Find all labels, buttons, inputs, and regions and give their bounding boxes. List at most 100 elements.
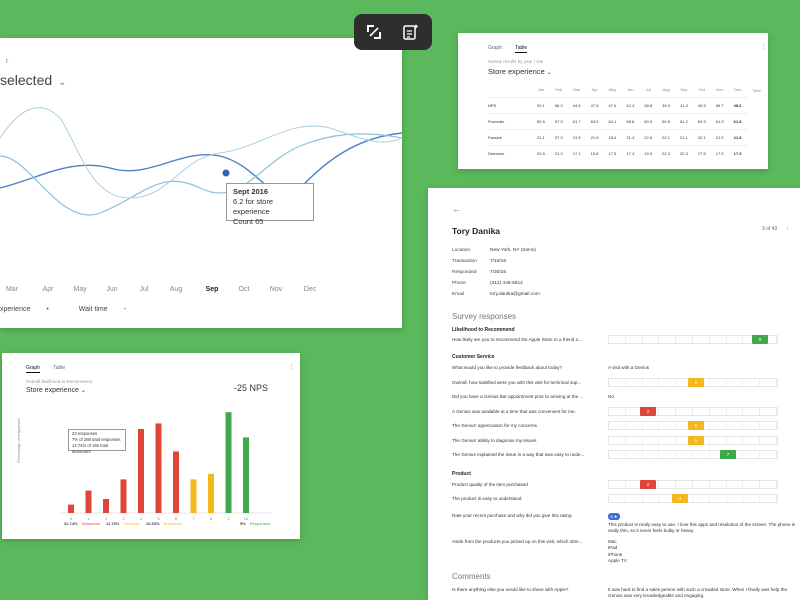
group-value: 32.74% (64, 521, 78, 526)
ai-note-icon[interactable] (400, 22, 420, 42)
tab-table[interactable]: Table (515, 45, 528, 53)
table-cell: 60.5 (657, 112, 675, 129)
table-cell: 61.2 (675, 112, 693, 129)
scale-cell (643, 422, 660, 429)
scale-cell (693, 481, 710, 488)
field-row: Transaction 7/19/16 (452, 259, 506, 264)
tab-table[interactable]: Table (53, 365, 66, 371)
bar-chart-plot: 0 1 2 3 4 5 6 7 8 9 10 (60, 412, 272, 521)
bar-2[interactable] (103, 499, 109, 513)
table-cell: 21.4 (621, 128, 640, 145)
back-arrow-icon[interactable]: ← (452, 204, 461, 214)
bar-7[interactable] (190, 479, 197, 513)
chevron-left-icon[interactable]: ‹ (786, 226, 789, 232)
scale-cell (626, 422, 643, 429)
field-value: 7/19/16 (490, 259, 507, 264)
legend-label: xperience (0, 306, 31, 313)
bar-9[interactable] (225, 412, 232, 513)
month-tick-label: May (73, 286, 87, 293)
bar-10[interactable] (243, 437, 249, 513)
bar-5[interactable] (155, 423, 162, 513)
field-row: Location New York, NY (SoHo) (452, 248, 536, 253)
table-header-row: Jan Feb Mar Apr May Jun Jul Aug Sep Oct Nov Dec Tota… (488, 83, 766, 97)
scale-cell (727, 422, 744, 429)
bar-8[interactable] (208, 473, 214, 513)
rating-pill: 9 (752, 335, 768, 344)
bar-chart-title[interactable]: Store experience ⌄ (26, 387, 86, 394)
scale-cell (626, 451, 643, 458)
table-cell: Promoter (488, 112, 532, 129)
group-label: Detractors (81, 521, 101, 526)
view-tabs: Graph Table (26, 365, 77, 373)
rating-scale (608, 406, 778, 416)
tab-graph[interactable]: Graph (488, 45, 502, 51)
question-text: The Genius explained the issue in a way … (452, 452, 585, 457)
table-cell: 21.2 (549, 144, 568, 161)
month-tick-label: Sep (205, 286, 219, 293)
bar-3[interactable] (120, 479, 127, 513)
scale-cell (727, 336, 744, 343)
group-value: 16.53% (146, 521, 160, 526)
column-header: Dec (734, 87, 742, 93)
bar-0[interactable] (68, 504, 74, 513)
field-value: 7/30/16 (490, 270, 507, 275)
floating-toolbar (354, 14, 432, 50)
table-cell: 22.3 (657, 144, 675, 161)
response-detail-card: ← 3 of 43 ‹ Tory Danika Location New York… (428, 188, 800, 600)
table-row: Passive 21.1 27.3 21.5 21.5 18.4 21.4 22.8 22.1 2… (488, 128, 766, 145)
scale-cell (727, 481, 744, 488)
scale-cell (710, 336, 727, 343)
column-header: Jun (627, 87, 634, 93)
group-label: Responses (249, 521, 270, 526)
rating-pill: 2 (640, 406, 656, 416)
line-chart-plot (0, 107, 402, 216)
more-icon[interactable]: ⋮ (760, 44, 767, 51)
answer-list-item: Apple TV (608, 558, 627, 564)
tab-graph[interactable]: Graph (26, 365, 40, 373)
table-row: NPS 39.1 56.2 44.6 47.5 47.6 42.4 38.8 39.3 41.3 4… (488, 96, 766, 113)
subsection-title: Customer Service (452, 354, 495, 360)
bar-chart-caption: Overall likelihood to Recommend (26, 379, 93, 384)
table-cell: 60.5 (639, 112, 658, 129)
table-cell: 22.8 (639, 128, 658, 145)
table-cell: 22.3 (675, 144, 693, 161)
rating-pill: 5 (688, 421, 704, 430)
more-icon[interactable]: ⋮ (288, 364, 295, 371)
scale-cell (676, 451, 693, 458)
line-chart-tooltip: Sept 2016 6.2 for store experience Count… (226, 183, 314, 226)
question-text: Is there anything else you would like to… (452, 587, 569, 592)
line-chart-title[interactable]: selected ⌄ (0, 72, 67, 88)
info-line: 23 responses (72, 431, 98, 436)
column-header: Nov (716, 87, 724, 93)
scale-cell (710, 422, 727, 429)
rating-pill: 4 (672, 494, 688, 503)
scale-cell (760, 422, 777, 429)
nps-score: -25 NPS (234, 383, 269, 393)
table-cell: 22.1 (657, 128, 675, 145)
scale-cell (643, 436, 660, 444)
scale-cell (727, 407, 744, 415)
field-key: Phone (452, 281, 466, 286)
resize-window-icon[interactable] (364, 22, 384, 42)
bar-4[interactable] (138, 429, 144, 513)
scale-cell (626, 495, 643, 502)
scale-cell (643, 336, 660, 343)
chevron-down-icon: ⌄ (546, 70, 552, 76)
bar-1[interactable] (85, 490, 92, 513)
table-cell: 41.3 (675, 96, 693, 113)
scale-cell (710, 436, 727, 444)
bar-chart-card: Graph Table ⋮ Overall likelihood to Reco… (2, 353, 300, 539)
legend-item[interactable]: Wait time • (79, 306, 140, 313)
rating-pill: 7 (720, 450, 736, 459)
table-title[interactable]: Store experience ⌄ (488, 67, 552, 76)
bar-6[interactable] (173, 451, 179, 513)
rating-pill: 5 (688, 435, 704, 445)
rating-pill: 5 (688, 377, 704, 387)
table-cell: 21.5 (567, 128, 586, 145)
bar-group-summary: 16.53% Promoters (146, 521, 182, 526)
legend-item[interactable]: xperience • (0, 306, 63, 313)
group-label: Passives (123, 521, 140, 526)
scale-cell (609, 436, 626, 444)
field-value: New York, NY (SoHo) (490, 248, 537, 253)
scale-cell (659, 378, 677, 386)
